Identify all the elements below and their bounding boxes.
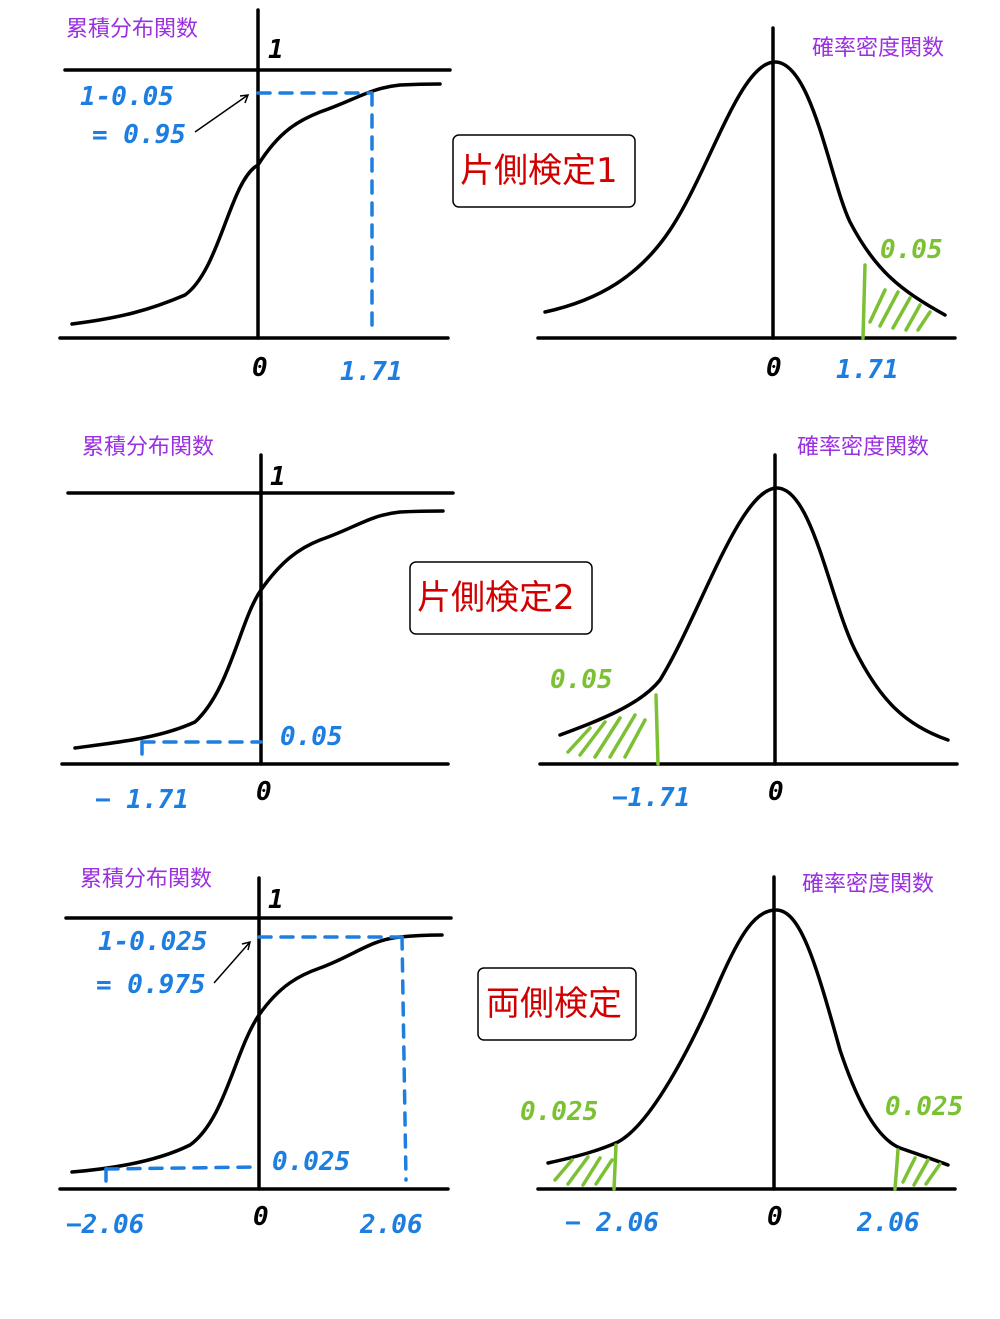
- pdf-right-tail-hatch: [901, 1156, 942, 1187]
- pdf-title: 確率密度関数: [812, 36, 944, 61]
- cdf-level-label: 0.05: [280, 722, 343, 752]
- pdf-zero-label: 0: [768, 777, 784, 807]
- cdf-upper-critical-dash: [400, 935, 408, 1182]
- badge-box: [477, 967, 637, 1041]
- pdf-curve: [546, 908, 950, 1167]
- pdf-curve: [558, 486, 950, 742]
- pdf-right-critical-line: [893, 1148, 900, 1191]
- cdf-note-line1: 1-0.025: [98, 927, 208, 957]
- cdf-one-label: 1: [268, 885, 284, 915]
- cdf-curve: [73, 509, 445, 750]
- row1-cdf-panel: 累積分布関数 1 1-0.05 = 0.95 0 1.71: [58, 8, 452, 387]
- badge-box: [409, 561, 593, 635]
- pdf-zero-label: 0: [767, 1202, 783, 1232]
- pdf-title: 確率密度関数: [797, 435, 929, 460]
- row2-pdf-panel: 確率密度関数 0.05 −1.71 0: [538, 435, 959, 813]
- pdf-left-critical-line: [612, 1143, 618, 1191]
- cdf-level-label: 0.025: [272, 1147, 350, 1177]
- cdf-x-left-label: −2.06: [66, 1210, 144, 1240]
- row3-pdf-panel: 確率密度関数 0.025 0.025 − 2.06 0 2.06: [520, 872, 963, 1238]
- cdf-note-line1: 1-0.05: [80, 82, 174, 112]
- cdf-one-label: 1: [268, 35, 284, 65]
- pdf-zero-label: 0: [766, 353, 782, 383]
- pdf-x-right-label: 2.06: [856, 1208, 920, 1238]
- badge-label: 片側検定1: [460, 151, 618, 191]
- pdf-tail-hatch: [868, 288, 932, 332]
- cdf-x-critical-label: − 1.71: [95, 785, 189, 815]
- pdf-title: 確率密度関数: [802, 872, 934, 897]
- pdf-x-left-label: − 2.06: [565, 1208, 659, 1238]
- row3-cdf-panel: 累積分布関数 1 1-0.025 = 0.975 0.025 −2.06 0 2…: [58, 867, 453, 1240]
- pdf-tail-area-label: 0.05: [880, 235, 943, 265]
- pdf-left-tail-hatch: [553, 1155, 614, 1187]
- cdf-title: 累積分布関数: [80, 867, 212, 892]
- badge-label: 両側検定: [486, 984, 622, 1024]
- pdf-curve: [543, 60, 947, 317]
- cdf-title: 累積分布関数: [82, 435, 214, 460]
- pdf-left-area-label: 0.025: [520, 1097, 598, 1127]
- cdf-note-line2: = 0.975: [96, 970, 206, 1000]
- cdf-x-critical-label: 1.71: [340, 357, 403, 387]
- row2-cdf-panel: 累積分布関数 1 0.05 − 1.71 0: [60, 435, 455, 815]
- cdf-x-right-label: 2.06: [359, 1210, 423, 1240]
- row3-badge: 両側検定: [477, 967, 637, 1041]
- pdf-tail-hatch: [566, 713, 647, 759]
- cdf-zero-label: 0: [252, 353, 268, 383]
- cdf-curve: [70, 82, 442, 326]
- row1-pdf-panel: 確率密度関数 0.05 0 1.71: [536, 26, 957, 385]
- cdf-note-arrow: [213, 940, 252, 984]
- cdf-note-arrow: [194, 94, 250, 133]
- cdf-note-line2: = 0.95: [92, 120, 186, 150]
- cdf-zero-label: 0: [256, 777, 272, 807]
- pdf-critical-line: [861, 263, 867, 340]
- pdf-x-critical-label: −1.71: [612, 783, 690, 813]
- cdf-zero-label: 0: [253, 1202, 269, 1232]
- cdf-one-label: 1: [270, 462, 286, 492]
- row1-badge: 片側検定1: [452, 134, 636, 208]
- badge-label: 片側検定2: [417, 578, 575, 618]
- cdf-title: 累積分布関数: [66, 17, 198, 42]
- pdf-tail-area-label: 0.05: [550, 665, 613, 695]
- pdf-critical-line: [654, 693, 660, 766]
- pdf-x-critical-label: 1.71: [836, 355, 899, 385]
- badge-box: [452, 134, 636, 208]
- cdf-lower-level-dash: [104, 1165, 261, 1171]
- pdf-right-area-label: 0.025: [885, 1092, 963, 1122]
- row2-badge: 片側検定2: [409, 561, 593, 635]
